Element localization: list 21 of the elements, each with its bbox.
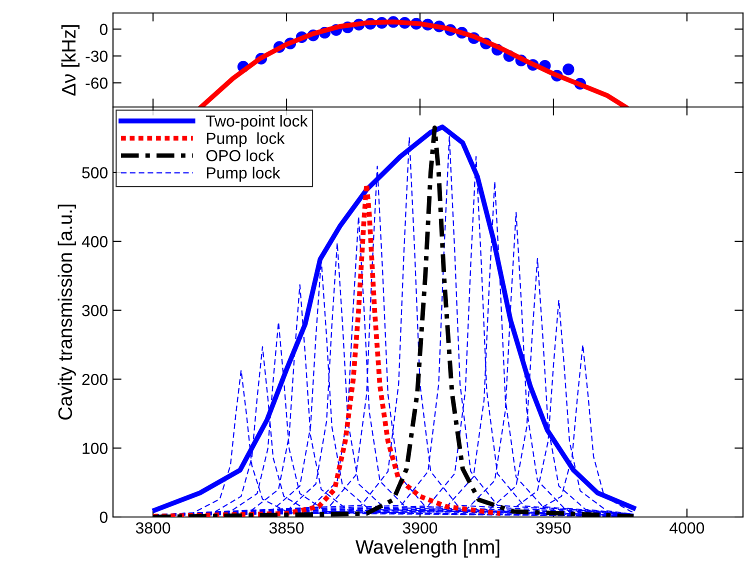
y-tick-label: 0: [100, 24, 108, 36]
y-tick-label: 300: [82, 304, 108, 316]
x-axis-title: Wavelength [nm]: [356, 540, 500, 558]
x-tick-label: 3950: [536, 522, 571, 534]
legend-label: Pump lock: [206, 132, 285, 148]
y-tick-label: 500: [82, 167, 108, 178]
legend-label: Two-point lock: [206, 114, 308, 130]
x-tick-label: 3850: [269, 522, 304, 534]
y-tick-label: 400: [82, 236, 108, 248]
y-tick-label: -60: [86, 77, 108, 89]
x-tick-label: 4000: [670, 522, 704, 534]
y-tick-label: 0: [100, 512, 108, 523]
x-tick-label: 3800: [136, 522, 170, 534]
y-axis-title: Cavity transmission [a.u.]: [58, 204, 76, 420]
y-tick-label: -30: [86, 50, 108, 62]
y-tick-label: 100: [82, 442, 108, 454]
legend-label: Pump lock: [206, 166, 280, 182]
y-axis-title: Δν [kHz]: [61, 25, 80, 96]
x-tick-label: 3900: [402, 522, 438, 534]
y-tick-label: 200: [82, 374, 108, 386]
legend-label: OPO lock: [206, 150, 274, 162]
